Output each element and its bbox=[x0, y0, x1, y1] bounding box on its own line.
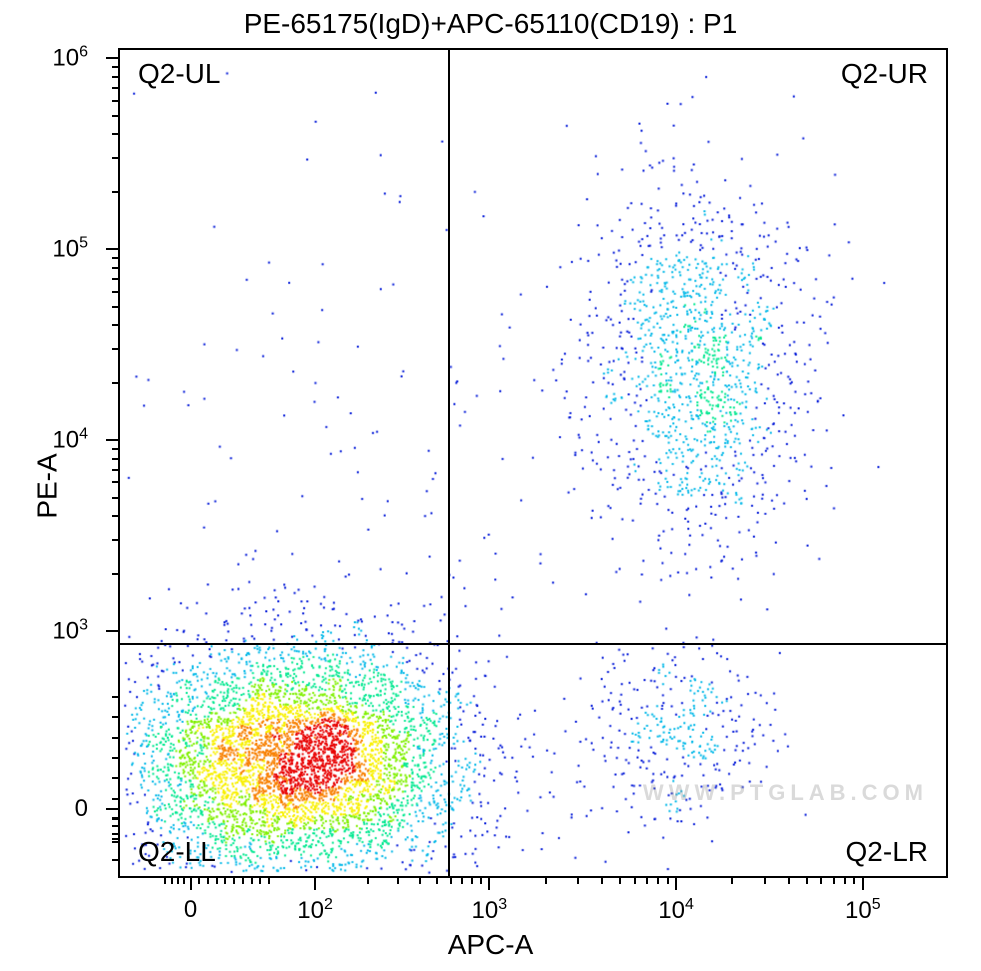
flow-cytometry-plot: PE-65175(IgD)+APC-65110(CD19) : P1 PE-A … bbox=[0, 0, 981, 971]
quadrant-label-ll: Q2-LL bbox=[138, 836, 216, 868]
chart-title: PE-65175(IgD)+APC-65110(CD19) : P1 bbox=[0, 8, 981, 40]
quadrant-label-ur: Q2-UR bbox=[841, 58, 928, 90]
quadrant-label-lr: Q2-LR bbox=[846, 836, 928, 868]
plot-area: Q2-UL Q2-UR Q2-LL Q2-LR WWW.PTGLAB.COM 0… bbox=[118, 48, 948, 878]
y-axis-label: PE-A bbox=[32, 453, 64, 518]
quadrant-label-ul: Q2-UL bbox=[138, 58, 220, 90]
x-axis-label: APC-A bbox=[0, 929, 981, 961]
quadrant-vertical-line bbox=[448, 50, 450, 876]
quadrant-horizontal-line bbox=[120, 643, 946, 645]
scatter-canvas bbox=[120, 50, 946, 876]
watermark: WWW.PTGLAB.COM bbox=[643, 780, 928, 806]
